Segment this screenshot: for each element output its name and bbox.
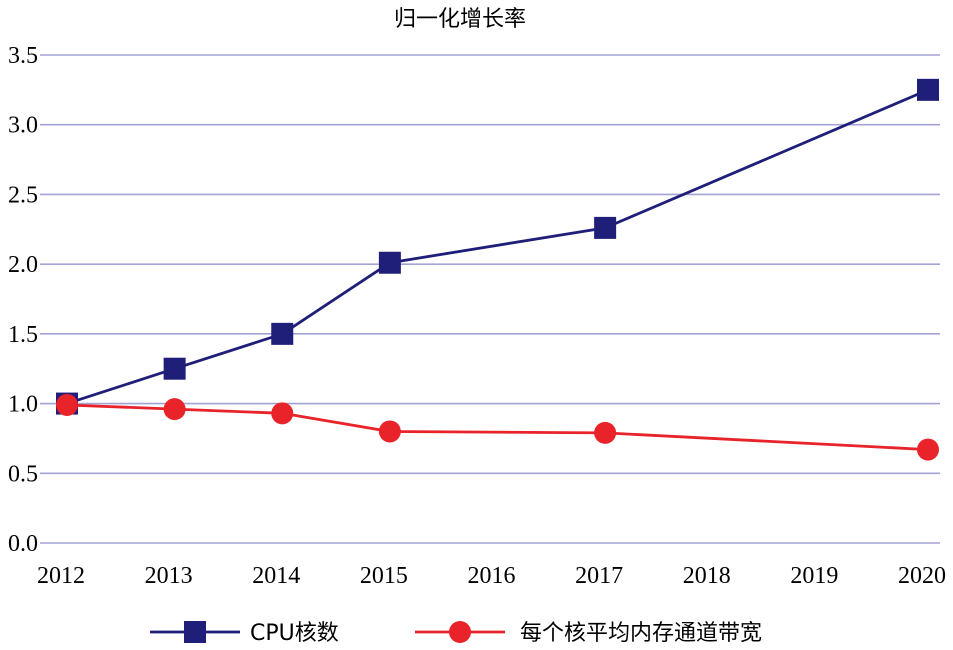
- x-tick-label: 2014: [252, 563, 300, 589]
- data-point-circle: [378, 420, 401, 443]
- legend-marker-circle: [449, 621, 471, 643]
- series-0: [56, 78, 939, 415]
- y-tick-label: 2.0: [8, 252, 38, 278]
- chart-title: 归一化增长率: [394, 7, 526, 32]
- x-tick-label: 2012: [37, 563, 85, 589]
- y-tick-label: 3.5: [8, 43, 38, 69]
- series-layer: [56, 78, 939, 461]
- y-tick-label: 1.0: [8, 392, 38, 418]
- x-tick-label: 2015: [360, 563, 408, 589]
- y-tick-label: 1.5: [8, 322, 38, 348]
- y-axis-ticks: 0.0 0.5 1.0 1.5 2.0 2.5 3.0 3.5: [8, 43, 38, 557]
- legend: CPU核数 每个核平均内存通道带宽: [150, 621, 762, 646]
- data-point-square: [271, 322, 294, 345]
- series-line: [66, 88, 929, 405]
- y-tick-label: 0.5: [8, 461, 38, 487]
- legend-item-1: 每个核平均内存通道带宽: [415, 621, 762, 646]
- data-point-square: [594, 216, 617, 239]
- data-point-square: [917, 78, 939, 101]
- data-point-circle: [917, 438, 939, 461]
- x-tick-label: 2019: [790, 563, 838, 589]
- data-point-circle: [271, 402, 294, 425]
- x-tick-label: 2016: [468, 563, 516, 589]
- x-axis-ticks: 2012 2013 2014 2015 2016 2017 2018 2019 2020: [37, 563, 946, 589]
- legend-label: 每个核平均内存通道带宽: [520, 621, 762, 646]
- x-tick-label: 2020: [898, 563, 946, 589]
- grid-layer: [40, 54, 940, 544]
- data-point-square: [378, 251, 401, 274]
- x-tick-label: 2017: [575, 563, 623, 589]
- x-tick-label: 2013: [145, 563, 193, 589]
- data-point-circle: [163, 398, 186, 421]
- legend-marker-square: [184, 621, 206, 643]
- data-point-square: [163, 357, 186, 380]
- data-point-circle: [594, 421, 617, 444]
- legend-label: CPU核数: [250, 621, 339, 646]
- data-point-circle: [56, 393, 78, 416]
- series-1: [56, 393, 939, 461]
- y-tick-label: 3.0: [8, 113, 38, 139]
- y-tick-label: 2.5: [8, 182, 38, 208]
- y-tick-label: 0.0: [8, 531, 38, 557]
- x-tick-label: 2018: [683, 563, 731, 589]
- legend-item-0: CPU核数: [150, 621, 339, 646]
- series-line: [66, 403, 929, 451]
